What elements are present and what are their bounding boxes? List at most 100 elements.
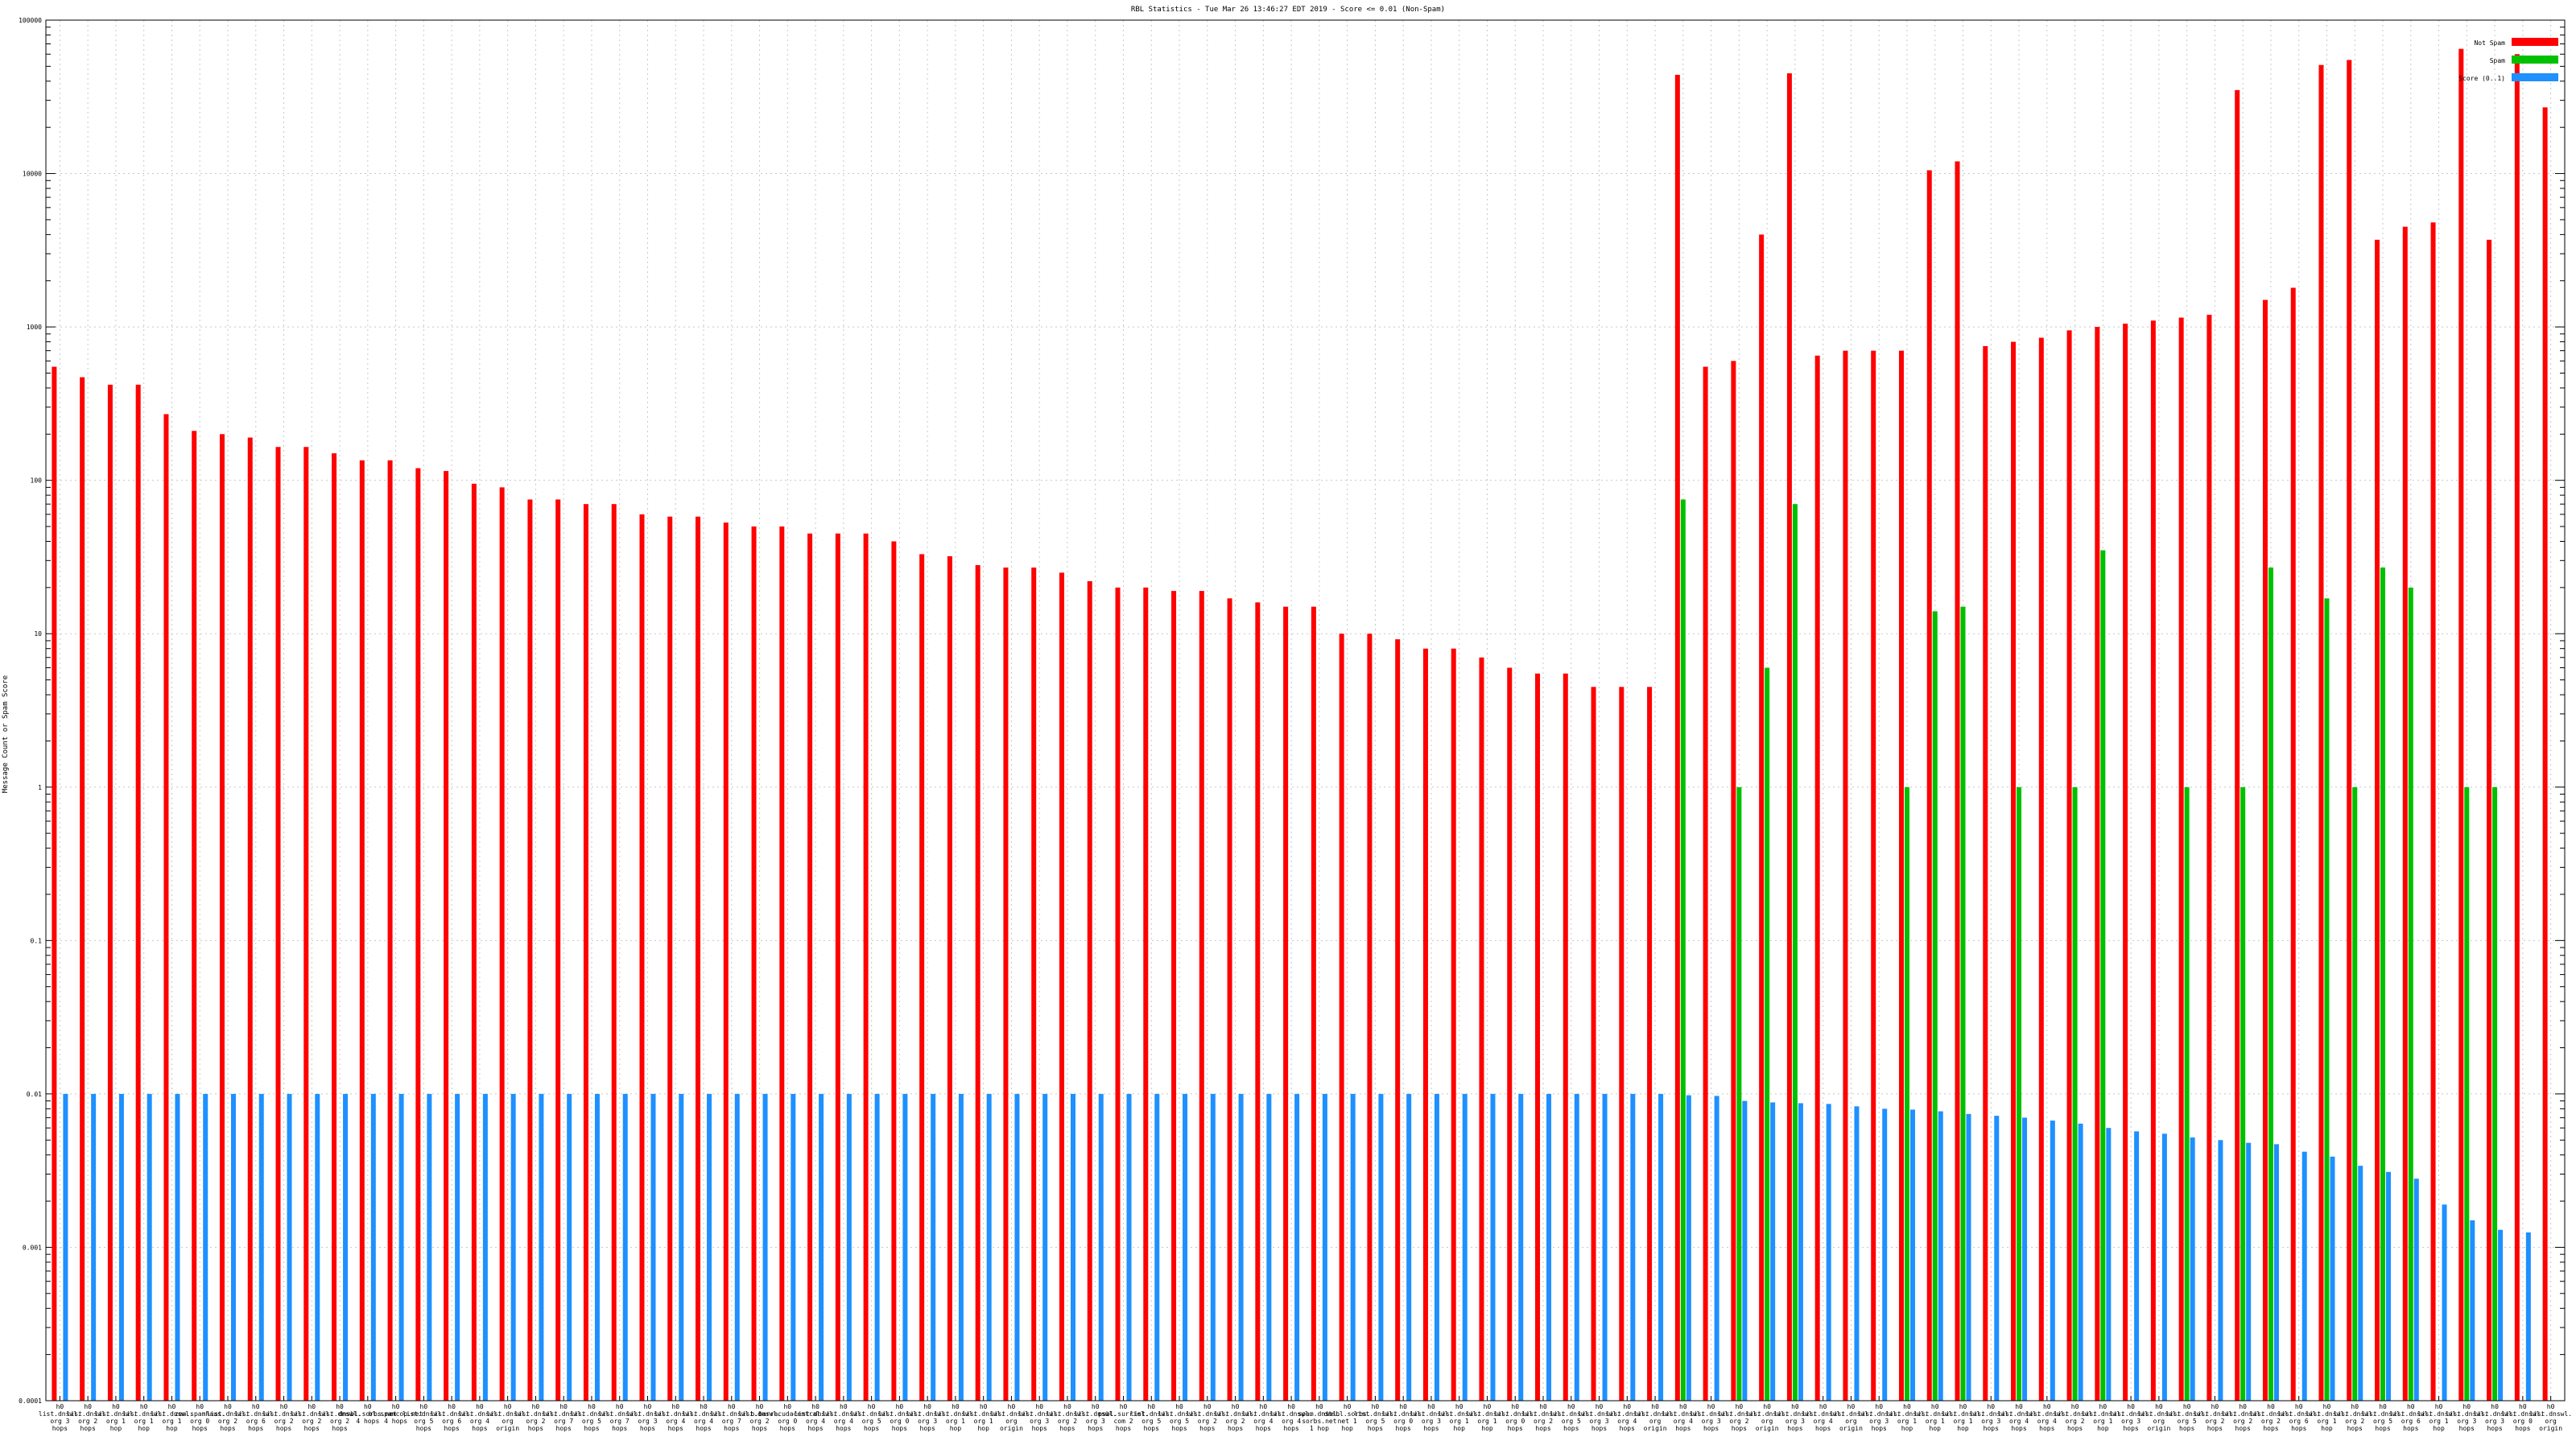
x-tick-label-line: org 2 [526, 1418, 545, 1425]
x-tick-label-line: org 7 [610, 1418, 630, 1425]
x-tick-label-line: hops [220, 1425, 235, 1432]
bar-not-spam [2375, 239, 2380, 1401]
chart-title: RBL Statistics - Tue Mar 26 13:46:27 EDT… [1131, 6, 1445, 14]
x-tick-label-line: h0 [420, 1403, 428, 1410]
x-tick-label: h0 list.dnswl. org 0 hops [2501, 1403, 2544, 1432]
x-tick-label-line: h0 [644, 1403, 652, 1410]
bar-not-spam [1674, 74, 1680, 1402]
x-tick-label-line: h0 [112, 1403, 120, 1410]
x-tick-label-line: h0 [1847, 1403, 1856, 1410]
x-tick-label-line: h0 [896, 1403, 904, 1410]
x-tick-label-line: h0 [2071, 1403, 2079, 1410]
bar-not-spam [1871, 350, 1876, 1401]
bar-score [1294, 1093, 1300, 1401]
x-tick-label-line: list.dnswl. [1382, 1410, 1425, 1418]
x-tick-label-line: org 2 [2233, 1418, 2252, 1425]
x-tick-label-line: h0 [448, 1403, 456, 1410]
x-tick-label-line: h0 [2099, 1403, 2107, 1410]
bar-not-spam [2095, 327, 2100, 1402]
x-tick-label-line: h0 [392, 1403, 400, 1410]
x-tick-label-line: hops [1872, 1425, 1887, 1432]
x-tick-label-line: list.dnswl. [1885, 1410, 1928, 1418]
x-tick-label-line: h0 [1707, 1403, 1715, 1410]
legend: Not Spam Spam Score (0..1) [2458, 38, 2558, 82]
x-tick-label-line: 1 hop [1310, 1425, 1329, 1432]
bar-not-spam [2011, 341, 2017, 1401]
x-tick-label: h0 list.dnswl. org 1 hop [151, 1403, 193, 1432]
x-tick-label-line: h0 [1623, 1403, 1631, 1410]
x-tick-label-line: hop [2321, 1425, 2333, 1432]
x-tick-label: h0 list.dnswl. org 6 hops [2277, 1403, 2320, 1432]
x-tick-label-line: list.dnswl. [1578, 1410, 1620, 1418]
bar-spam [1736, 786, 1742, 1401]
bar-not-spam [947, 555, 952, 1401]
bar-not-spam [2150, 320, 2156, 1401]
bar-score [1266, 1093, 1272, 1401]
bar-not-spam [80, 377, 85, 1401]
x-tick-label-line: list.dnswl. [1690, 1410, 1732, 1418]
bar-score [2161, 1133, 2167, 1401]
bar-not-spam [1283, 606, 1289, 1401]
x-tick-label: h0 list.dnswl. org 5 hops [1354, 1403, 1397, 1432]
x-tick-label-line: h0 [1736, 1403, 1744, 1410]
bar-score [510, 1093, 516, 1401]
x-tick-label-line: net 1 [1338, 1418, 1357, 1425]
bar-not-spam [1171, 591, 1177, 1401]
x-tick-label-line: h0 [756, 1403, 764, 1410]
x-tick-label-line: h0 [2127, 1403, 2135, 1410]
x-tick-label-line: org 2 [1058, 1418, 1077, 1425]
x-tick-label-line: hop [2097, 1425, 2109, 1432]
x-tick-label-line: h0 [1203, 1403, 1212, 1410]
x-tick-label-line: hop [1481, 1425, 1493, 1432]
bar-not-spam [1479, 657, 1484, 1401]
x-tick-label: h0 list.dnswl. org 5 hops [1550, 1403, 1592, 1432]
x-tick-label: h0 list.dnswl. org origin [486, 1403, 529, 1432]
x-tick-label-line: hops [2011, 1425, 2026, 1432]
bar-not-spam [1535, 673, 1541, 1401]
x-tick-label-line: org 2 [2261, 1418, 2281, 1425]
x-tick-label-line: h0 [1147, 1403, 1155, 1410]
x-tick-label-line: org [1005, 1418, 1018, 1425]
x-tick-label-line: org 4 [2009, 1418, 2029, 1425]
x-tick-label-line: org 1 [1953, 1418, 1972, 1425]
x-tick-label-line: 4 hops [356, 1418, 379, 1425]
x-tick-label-line: h0 [1763, 1403, 1771, 1410]
bar-score [594, 1093, 600, 1401]
x-tick-label-line: list.dnswl. [1466, 1410, 1509, 1418]
bar-not-spam [1619, 687, 1624, 1401]
bar-not-spam [1311, 606, 1316, 1401]
x-tick-label-line: h0 [1484, 1403, 1492, 1410]
x-tick-label-line: org 1 [974, 1418, 993, 1425]
x-tick-label-line: org 3 [2485, 1418, 2504, 1425]
legend-swatch [2512, 56, 2558, 64]
x-tick-label-line: org 5 [1141, 1418, 1161, 1425]
x-tick-label-line: list.dnswl. [431, 1410, 473, 1418]
x-tick-label-line: h0 [1287, 1403, 1295, 1410]
bar-score [1014, 1093, 1020, 1401]
x-tick-label-line: list.dnswl. [1773, 1410, 1816, 1418]
x-tick-label-line: org 2 [1729, 1418, 1748, 1425]
x-tick-label-line: list.dnswl. [2362, 1410, 2405, 1418]
x-tick-label-line: org 6 [442, 1418, 461, 1425]
x-tick-label: h0 list.dnswl. org 2 hops [1718, 1403, 1761, 1432]
x-tick-label: h0 list.dnswl. org 0 hops [1494, 1403, 1537, 1432]
x-tick-label: h0 list.dnswl. org origin [1830, 1403, 1872, 1432]
bar-spam [2100, 550, 2106, 1401]
bar-not-spam [891, 541, 897, 1401]
x-tick-label-line: org [2545, 1418, 2557, 1425]
x-tick-label-line: h0 [783, 1403, 791, 1410]
x-tick-label: h0 list.dnswl. org 2 hops [2334, 1403, 2376, 1432]
bar-score [315, 1093, 320, 1401]
bar-not-spam [667, 516, 673, 1401]
bar-score [707, 1093, 712, 1401]
bar-not-spam [387, 460, 393, 1402]
x-tick-label-line: hops [528, 1425, 543, 1432]
bar-score [679, 1093, 684, 1401]
x-tick-label-line: h0 [364, 1403, 372, 1410]
x-tick-label-line: h0 [980, 1403, 988, 1410]
x-tick-label-line: list.dnswl. [1998, 1410, 2041, 1418]
bar-score [1574, 1093, 1579, 1401]
x-tick-label-line: list.dnswl. [2417, 1410, 2460, 1418]
x-tick-label: h0 list.dnswl. org 3 hops [2110, 1403, 2153, 1432]
